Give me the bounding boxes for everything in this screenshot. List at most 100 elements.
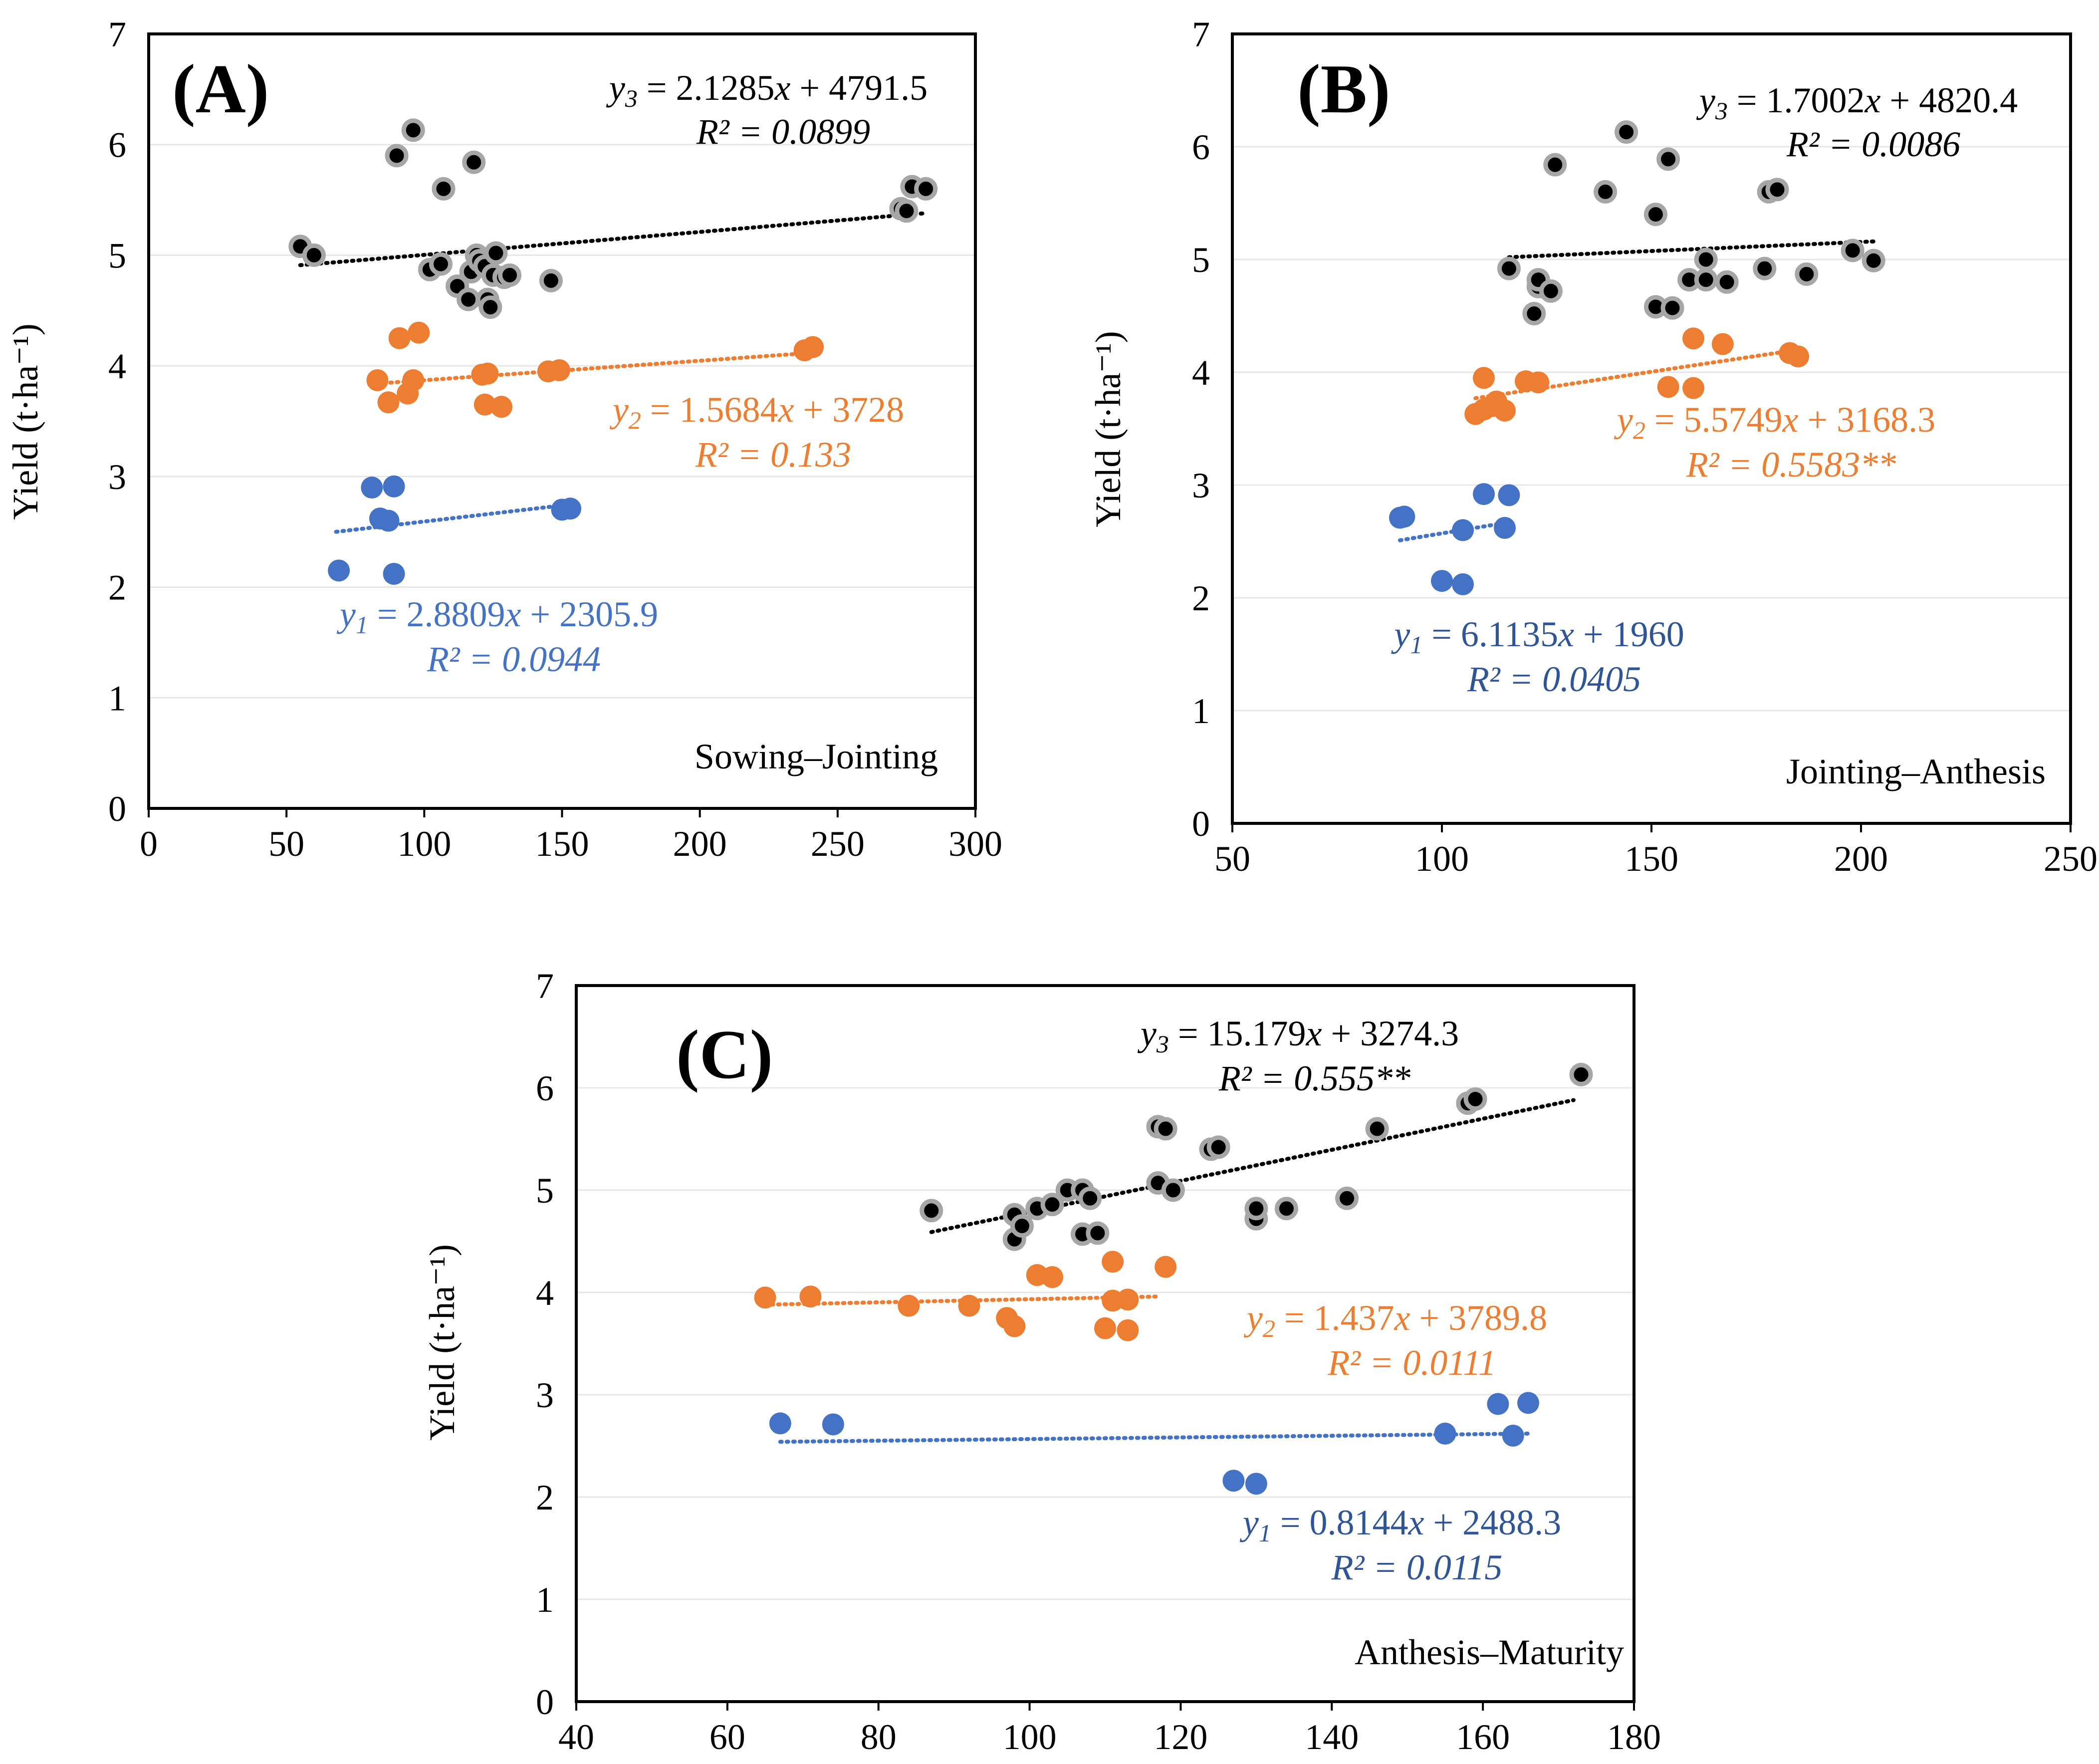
x-tick-label: 200	[673, 824, 727, 864]
data-point-y3	[1154, 1117, 1177, 1141]
data-point-y1	[1245, 1473, 1267, 1495]
panel-label: (C)	[676, 1016, 773, 1093]
x-tick-label: 300	[948, 824, 1002, 864]
data-point-y2	[473, 393, 496, 416]
data-point-y1	[1452, 573, 1474, 595]
data-point-y2	[1494, 399, 1516, 422]
data-point-y1	[1434, 1422, 1456, 1445]
data-point-y2	[898, 1294, 920, 1317]
x-tick-label: 100	[1003, 1717, 1057, 1757]
data-point-y2	[388, 327, 411, 349]
x-tick-label: 80	[861, 1717, 897, 1757]
y-tick-label: 1	[536, 1580, 554, 1620]
data-point-y3	[1040, 1193, 1064, 1217]
data-point-y3	[1753, 256, 1777, 280]
equation-y3: y3 = 15.179x + 3274.3	[1137, 1013, 1459, 1058]
data-point-y3	[1274, 1197, 1298, 1221]
stage-label: Sowing–Jointing	[695, 737, 938, 776]
y-axis-label: Yield (t·ha⁻¹)	[5, 323, 45, 519]
r2-y1: R² = 0.0944	[427, 639, 601, 679]
y-tick-label: 5	[108, 236, 126, 275]
x-tick-label: 140	[1305, 1717, 1359, 1757]
data-point-y1	[822, 1413, 844, 1436]
x-tick-label: 180	[1607, 1717, 1661, 1757]
data-point-y2	[402, 369, 425, 391]
data-point-y1	[377, 509, 400, 532]
stage-label: Anthesis–Maturity	[1355, 1632, 1624, 1672]
x-tick-label: 100	[1415, 839, 1469, 879]
data-point-y2	[1003, 1315, 1026, 1337]
y-tick-label: 0	[536, 1682, 554, 1722]
data-point-y1	[1498, 484, 1520, 506]
data-point-y3	[1615, 120, 1638, 144]
panel-label: (A)	[172, 50, 269, 128]
data-point-y2	[490, 396, 512, 418]
x-tick-label: 50	[268, 824, 304, 864]
data-point-y1	[328, 559, 350, 582]
x-tick-label: 0	[140, 824, 158, 864]
y-tick-label: 0	[108, 789, 126, 829]
x-tick-label: 100	[397, 824, 451, 864]
y-tick-label: 7	[108, 14, 126, 54]
data-point-y3	[1244, 1197, 1268, 1221]
data-point-y3	[1715, 270, 1739, 294]
data-point-y2	[476, 362, 499, 385]
data-point-y2	[754, 1286, 776, 1309]
x-tick-label: 40	[558, 1717, 594, 1757]
data-point-y2	[1041, 1266, 1063, 1288]
data-point-y3	[1660, 296, 1684, 320]
x-tick-label: 160	[1456, 1717, 1510, 1757]
y-tick-label: 4	[536, 1273, 554, 1313]
y-tick-label: 4	[1192, 353, 1210, 393]
x-tick-label: 50	[1214, 839, 1250, 879]
equation-y1: y1 = 6.1135x + 1960	[1391, 614, 1684, 659]
panel-label: (B)	[1297, 50, 1391, 128]
equation-y3: y3 = 2.1285x + 4791.5	[606, 68, 928, 112]
r2-y2: R² = 0.133	[695, 435, 851, 475]
data-point-y3	[914, 177, 938, 201]
data-point-y3	[1841, 239, 1865, 262]
y-tick-label: 3	[108, 457, 126, 497]
x-tick-label: 120	[1154, 1717, 1207, 1757]
y-tick-label: 6	[1192, 127, 1210, 167]
data-point-y3	[1694, 248, 1718, 271]
panel-c: 0 1 2 3 4 5 6 7 40 60 80 100 120 140 160 180 Yield (t·ha…	[422, 966, 1661, 1757]
data-point-y3	[1522, 301, 1546, 325]
y-tick-label: 6	[536, 1068, 554, 1108]
data-point-y3	[385, 144, 409, 168]
data-point-y2	[1527, 371, 1550, 394]
data-point-y1	[1494, 516, 1516, 539]
data-point-y2	[366, 369, 389, 391]
r2-y2: R² = 0.0111	[1327, 1343, 1496, 1383]
r2-y1: R² = 0.0115	[1331, 1547, 1503, 1587]
data-point-y3	[1656, 147, 1680, 171]
r2-y3: R² = 0.0899	[696, 112, 870, 152]
plot-frame	[575, 984, 1635, 1703]
y-tick-label: 2	[108, 568, 126, 608]
trendline-y1	[778, 1431, 1530, 1444]
data-point-y3	[920, 1199, 943, 1223]
data-point-y2	[1711, 333, 1734, 355]
x-tick-label: 250	[2044, 839, 2098, 879]
data-point-y3	[1569, 1062, 1593, 1086]
data-point-y1	[1452, 519, 1474, 541]
data-point-y3	[1539, 279, 1563, 303]
x-tick-label: 150	[535, 824, 589, 864]
trendline-y3	[1507, 239, 1876, 259]
equation-y3: y3 = 1.7002x + 4820.4	[1696, 80, 2018, 125]
equation-y1: y1 = 0.8144x + 2488.3	[1239, 1503, 1561, 1547]
data-point-y3	[1335, 1186, 1359, 1210]
data-point-y2	[1657, 376, 1679, 398]
data-point-y1	[1473, 483, 1495, 505]
data-point-y2	[1155, 1256, 1177, 1278]
trendline-y2	[375, 350, 818, 386]
data-point-y3	[1795, 262, 1819, 286]
y-axis-label: Yield (t·ha⁻¹)	[422, 1244, 462, 1440]
data-point-y3	[1206, 1135, 1230, 1159]
data-point-y3	[895, 199, 919, 223]
equation-y2: y2 = 1.437x + 3789.8	[1243, 1298, 1547, 1342]
data-point-y2	[408, 321, 430, 344]
panel-b: 0 1 2 3 4 5 6 7 50 100 150 200 250 Yield (t·ha⁻¹) y1 =…	[1088, 14, 2098, 879]
data-point-y3	[401, 118, 425, 142]
